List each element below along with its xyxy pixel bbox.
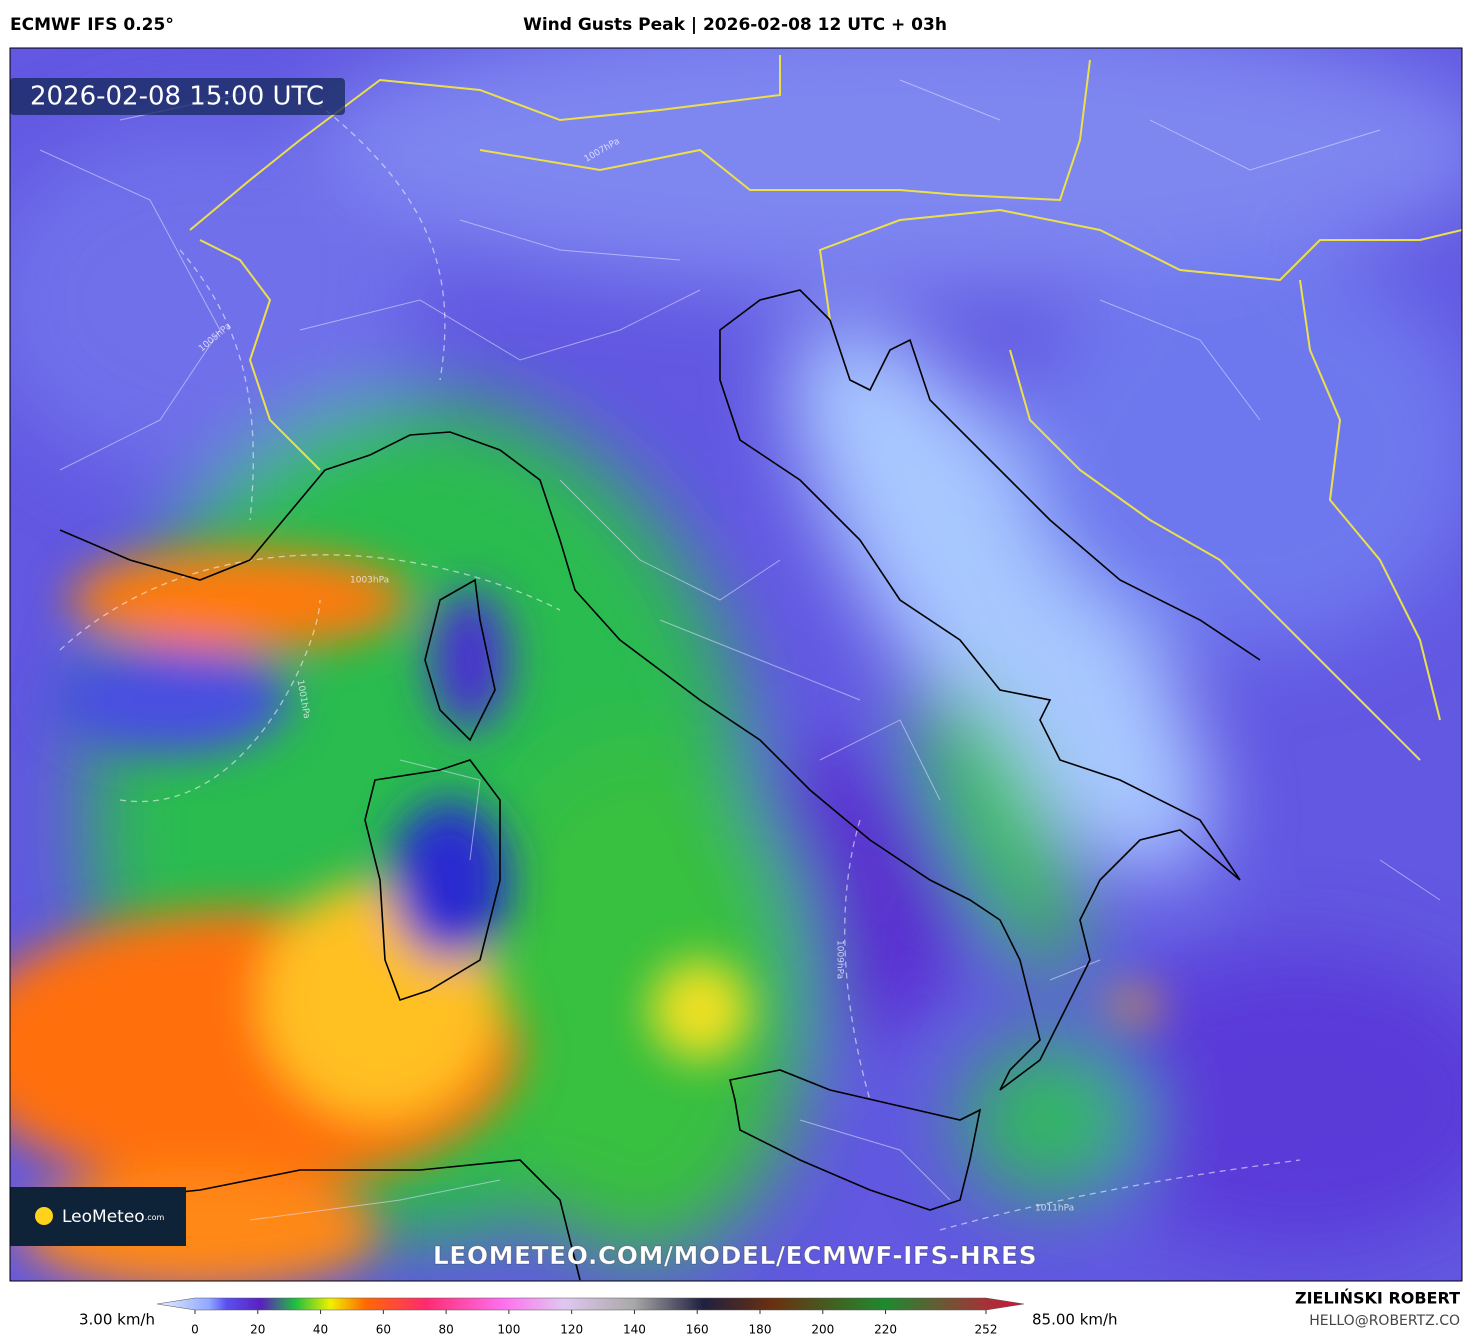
brand-name: LeoMeteo.com xyxy=(62,1207,165,1227)
colorbar-tick-label: 220 xyxy=(874,1323,897,1337)
colorbar-tick-label: 0 xyxy=(191,1323,199,1337)
map: 1007hPa 1005hPa 1003hPa 1001hPa 1009hPa … xyxy=(10,48,1462,1281)
map-title: Wind Gusts Peak | 2026-02-08 12 UTC + 03… xyxy=(523,15,947,35)
isobar-label: 1009hPa xyxy=(835,940,845,979)
isobar-lines xyxy=(59,89,1301,1231)
wind-maxima xyxy=(10,550,1160,1281)
email: HELLO@ROBERTZ.CO xyxy=(1309,1313,1460,1329)
isobar-label: 1003hPa xyxy=(350,576,389,586)
colorbar-min: 3.00 km/h xyxy=(79,1311,155,1329)
colorbar-strip xyxy=(156,1297,1025,1311)
colorbar-tick-label: 80 xyxy=(438,1323,453,1337)
colorbar-tick-label: 180 xyxy=(749,1323,772,1337)
colorbar-tick-label: 140 xyxy=(623,1323,646,1337)
colorbar-tick-label: 100 xyxy=(497,1323,520,1337)
colorbar-tick-label: 40 xyxy=(313,1323,328,1337)
time-box xyxy=(10,78,345,115)
model-label: ECMWF IFS 0.25° xyxy=(10,15,174,35)
colorbar: 3.00 km/h 85.00 km/h 0 20 40 60 80 100 120 140 1… xyxy=(79,1297,1118,1337)
colorbar-tick-label: 160 xyxy=(686,1323,709,1337)
isobar-label: 1011hPa xyxy=(1035,1204,1074,1214)
coastlines xyxy=(10,289,1261,1281)
author: ZIELIŃSKI ROBERT xyxy=(1295,1289,1460,1308)
colorbar-tick-label: 252 xyxy=(975,1323,998,1337)
brand-sun xyxy=(35,1207,53,1225)
colorbar-max: 85.00 km/h xyxy=(1032,1311,1118,1329)
colorbar-tick-label: 120 xyxy=(560,1323,583,1337)
watermark: LEOMETEO.COM/MODEL/ECMWF-IFS-HRES xyxy=(433,1241,1037,1270)
valid-time: 2026-02-08 15:00 UTC xyxy=(30,82,324,112)
colorbar-tick-label: 60 xyxy=(376,1323,391,1337)
country-borders xyxy=(189,55,1462,761)
colorbar-tick-label: 200 xyxy=(811,1323,834,1337)
colorbar-tick-label: 20 xyxy=(250,1323,265,1337)
map-frame xyxy=(9,47,1463,1282)
